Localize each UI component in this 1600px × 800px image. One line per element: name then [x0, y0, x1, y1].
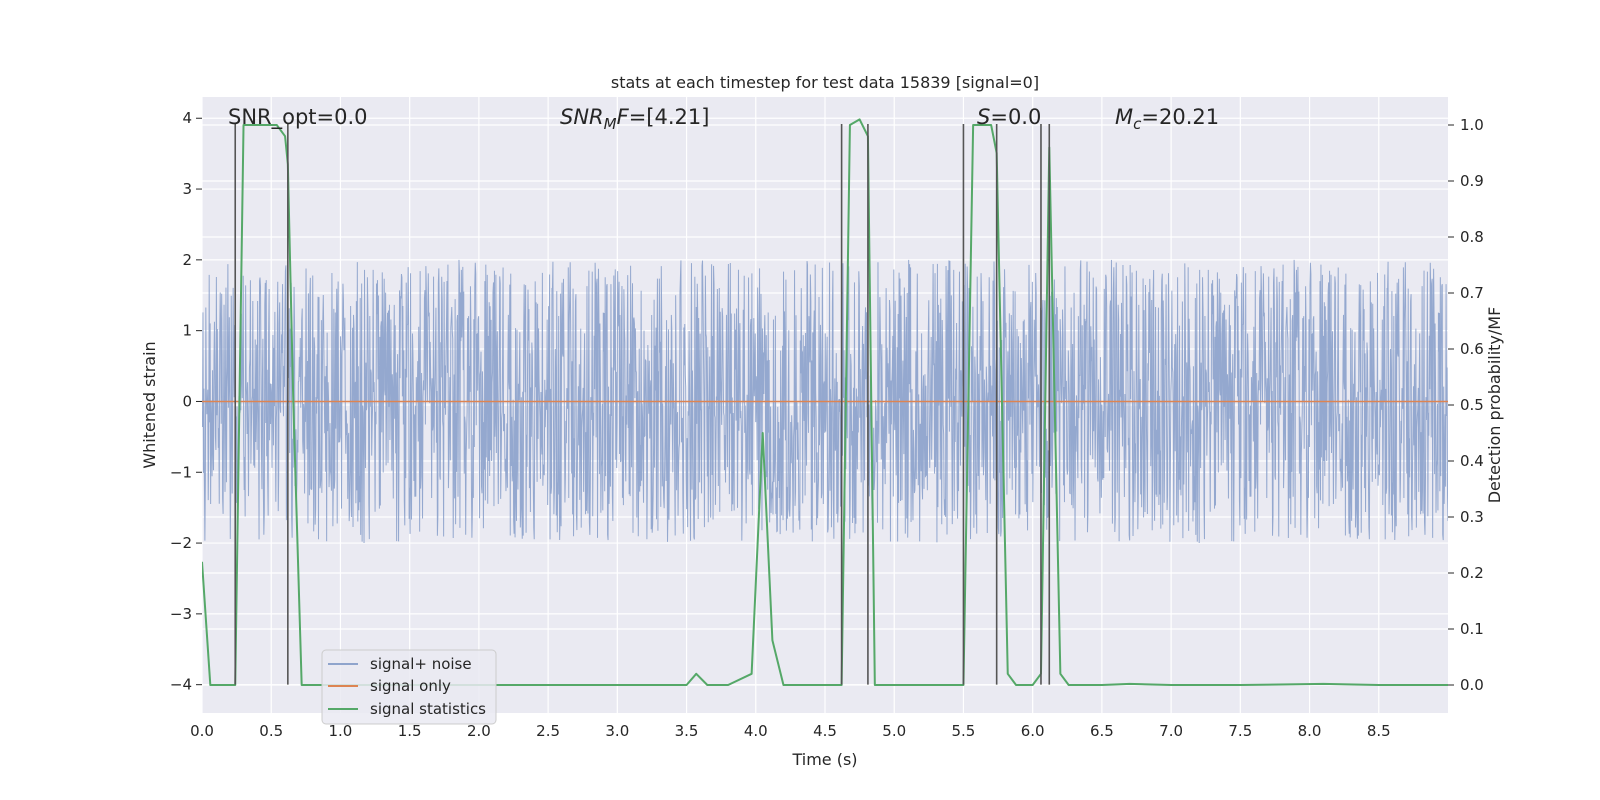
- legend-label-signal-noise: signal+ noise: [370, 655, 472, 673]
- x-tick-label-13: 6.5: [1090, 722, 1114, 740]
- y-right-tick-label-8: 0.8: [1460, 228, 1484, 246]
- y-left-tick-label-3: −1: [170, 463, 192, 481]
- x-tick-label-11: 5.5: [952, 722, 976, 740]
- x-tick-label-12: 6.0: [1021, 722, 1045, 740]
- x-tick-label-9: 4.5: [813, 722, 837, 740]
- x-tick-label-0: 0.0: [190, 722, 214, 740]
- y-right-tick-label-4: 0.4: [1460, 452, 1484, 470]
- y-right-tick-label-3: 0.3: [1460, 508, 1484, 526]
- vertical-markers: [234, 124, 1051, 685]
- legend-box: [321, 649, 497, 725]
- chart-title: stats at each timestep for test data 158…: [611, 73, 1039, 92]
- y-right-tick-label-2: 0.2: [1460, 564, 1484, 582]
- statistics-line: [202, 118, 1448, 686]
- x-tick-label-1: 0.5: [259, 722, 283, 740]
- noise-trace: [202, 259, 1448, 543]
- legend: signal+ noise signal only signal statist…: [321, 649, 497, 725]
- y-axis-left-label: Whitened strain: [140, 341, 159, 468]
- ticks: 0.0 0.5 1.0 1.5 2.0 2.5 3.0 3.5 4.0 4.5 5.0 5.5 6.0 6…: [170, 109, 1484, 740]
- y-left-tick-label-5: 1: [182, 322, 192, 340]
- x-tick-label-10: 5.0: [882, 722, 906, 740]
- y-right-tick-label-5: 0.5: [1460, 396, 1484, 414]
- annotation-snr-opt: SNR_opt=0.0: [228, 105, 368, 130]
- x-tick-label-14: 7.0: [1159, 722, 1183, 740]
- y-right-tick-label-7: 0.7: [1460, 284, 1484, 302]
- series-signal-noise: [202, 259, 1448, 543]
- x-tick-label-5: 2.5: [536, 722, 560, 740]
- x-tick-label-15: 7.5: [1228, 722, 1252, 740]
- x-tick-label-17: 8.5: [1367, 722, 1391, 740]
- y-left-tick-label-1: −3: [170, 605, 192, 623]
- y-left-tick-label-7: 3: [182, 180, 192, 198]
- y-right-tick-label-6: 0.6: [1460, 340, 1484, 358]
- legend-label-signal-only: signal only: [370, 677, 451, 695]
- x-tick-label-16: 8.0: [1298, 722, 1322, 740]
- annotation-mc: Mc=20.21: [1115, 105, 1219, 133]
- annotation-snr-mf: SNRMF=[4.21]: [560, 105, 709, 133]
- y-left-tick-label-6: 2: [182, 251, 192, 269]
- annotation-s: S=0.0: [977, 105, 1041, 129]
- x-tick-label-7: 3.5: [675, 722, 699, 740]
- x-axis-label: Time (s): [791, 750, 857, 769]
- x-tick-label-8: 4.0: [744, 722, 768, 740]
- x-tick-label-6: 3.0: [605, 722, 629, 740]
- y-axis-right-label: Detection probability/MF: [1485, 307, 1504, 504]
- series-signal-statistics: [202, 118, 1448, 686]
- legend-label-signal-statistics: signal statistics: [370, 700, 486, 718]
- y-left-tick-label-0: −4: [170, 676, 192, 694]
- y-left-tick-label-2: −2: [170, 534, 192, 552]
- x-tick-label-4: 2.0: [467, 722, 491, 740]
- y-left-tick-label-8: 4: [182, 109, 192, 127]
- y-right-tick-label-0: 0.0: [1460, 676, 1484, 694]
- y-right-tick-label-10: 1.0: [1460, 116, 1484, 134]
- annotations: SNR_opt=0.0 SNRMF=[4.21] S=0.0 Mc=20.21: [228, 105, 1219, 133]
- y-left-tick-label-4: 0: [182, 392, 192, 410]
- x-tick-label-2: 1.0: [329, 722, 353, 740]
- x-tick-label-3: 1.5: [398, 722, 422, 740]
- y-right-tick-label-9: 0.9: [1460, 172, 1484, 190]
- series-area: [202, 118, 1448, 686]
- y-right-tick-label-1: 0.1: [1460, 620, 1484, 638]
